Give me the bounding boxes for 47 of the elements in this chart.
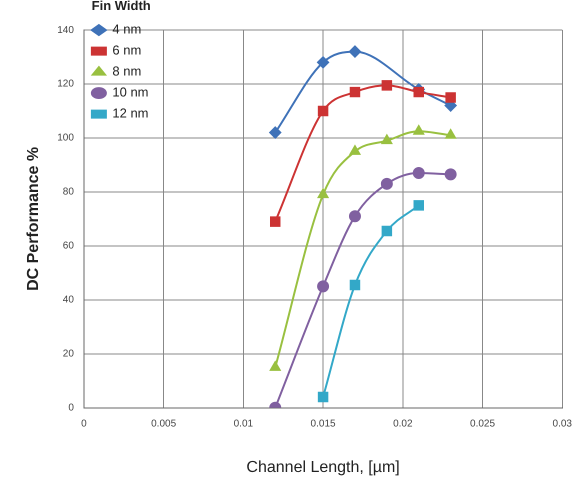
point [348,46,361,58]
x-tick-label: 0.02 [393,418,413,430]
point [348,210,361,222]
point [270,216,280,227]
legend-label: 4 nm [112,22,142,37]
y-tick-label: 60 [62,240,74,252]
legend-label: 10 nm [112,84,149,100]
point [350,86,360,98]
x-tick-label: 0.025 [470,418,496,430]
point [382,80,392,91]
y-tick-label: 140 [57,24,74,36]
y-tick-label: 20 [62,348,74,360]
y-tick-label: 120 [57,78,74,90]
point [380,178,393,190]
x-tick-label: 0 [81,418,88,430]
x-tick-label: 0.01 [234,418,254,430]
legend-title: Fin Width [92,0,151,14]
point [269,126,282,139]
point [270,361,281,371]
y-tick-label: 40 [62,294,74,306]
point [382,226,392,236]
point [444,168,457,180]
point [317,56,330,68]
point [317,280,330,292]
legend-label: 6 nm [112,42,142,58]
x-axis-title: Channel Length, [µm] [246,458,400,476]
point [414,200,424,211]
point [445,92,456,103]
point [350,145,360,155]
point [350,280,360,290]
y-tick-label: 80 [62,186,74,198]
x-tick-label: 0.03 [552,418,572,430]
point [318,106,328,116]
y-tick-label: 100 [57,132,74,144]
point [318,392,328,402]
y-tick-label: 0 [68,402,74,414]
legend-label: 12 nm [112,106,149,121]
point [318,188,328,198]
legend-label: 8 nm [112,64,142,79]
point [413,125,424,135]
point [382,134,392,144]
y-axis-title: DC Performance % [25,146,42,291]
x-tick-label: 0.005 [151,418,177,430]
point [414,86,424,98]
point [412,167,425,180]
point [445,129,456,139]
x-tick-label: 0.015 [310,418,336,430]
